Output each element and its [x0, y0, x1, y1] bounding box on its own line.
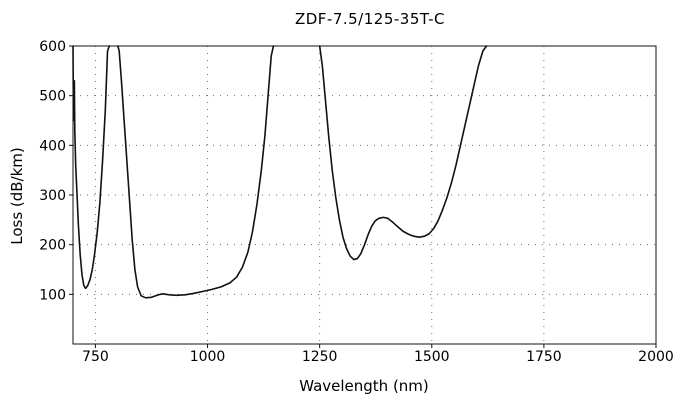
loss-curve-segment-2	[117, 45, 275, 299]
y-axis-label: Loss (dB/km)	[8, 147, 26, 245]
x-tick-label-2000: 2000	[638, 349, 674, 365]
y-tick-label-500: 500	[39, 89, 66, 105]
y-axis-ticks: 100 200 300 400 500 600	[39, 39, 73, 303]
loss-series-layer	[72, 45, 488, 299]
x-axis-label: Wavelength (nm)	[299, 377, 429, 395]
y-tick-label-300: 300	[39, 188, 66, 204]
loss-curve-segment-1	[72, 45, 111, 290]
x-tick-label-750: 750	[82, 349, 109, 365]
chart-title: ZDF-7.5/125-35T-C	[295, 10, 445, 28]
y-tick-label-400: 400	[39, 138, 66, 154]
chart-grid	[73, 46, 656, 344]
x-axis-ticks: 750 1000 1250 1500 1750 2000	[82, 344, 674, 365]
x-tick-label-1000: 1000	[190, 349, 226, 365]
loss-curve-segment-3	[318, 45, 488, 261]
x-tick-label-1250: 1250	[302, 349, 338, 365]
y-tick-label-100: 100	[39, 287, 66, 303]
x-tick-label-1500: 1500	[414, 349, 450, 365]
y-tick-label-200: 200	[39, 238, 66, 254]
x-tick-label-1750: 1750	[526, 349, 562, 365]
y-tick-label-600: 600	[39, 39, 66, 55]
plot-area-frame	[72, 45, 657, 345]
